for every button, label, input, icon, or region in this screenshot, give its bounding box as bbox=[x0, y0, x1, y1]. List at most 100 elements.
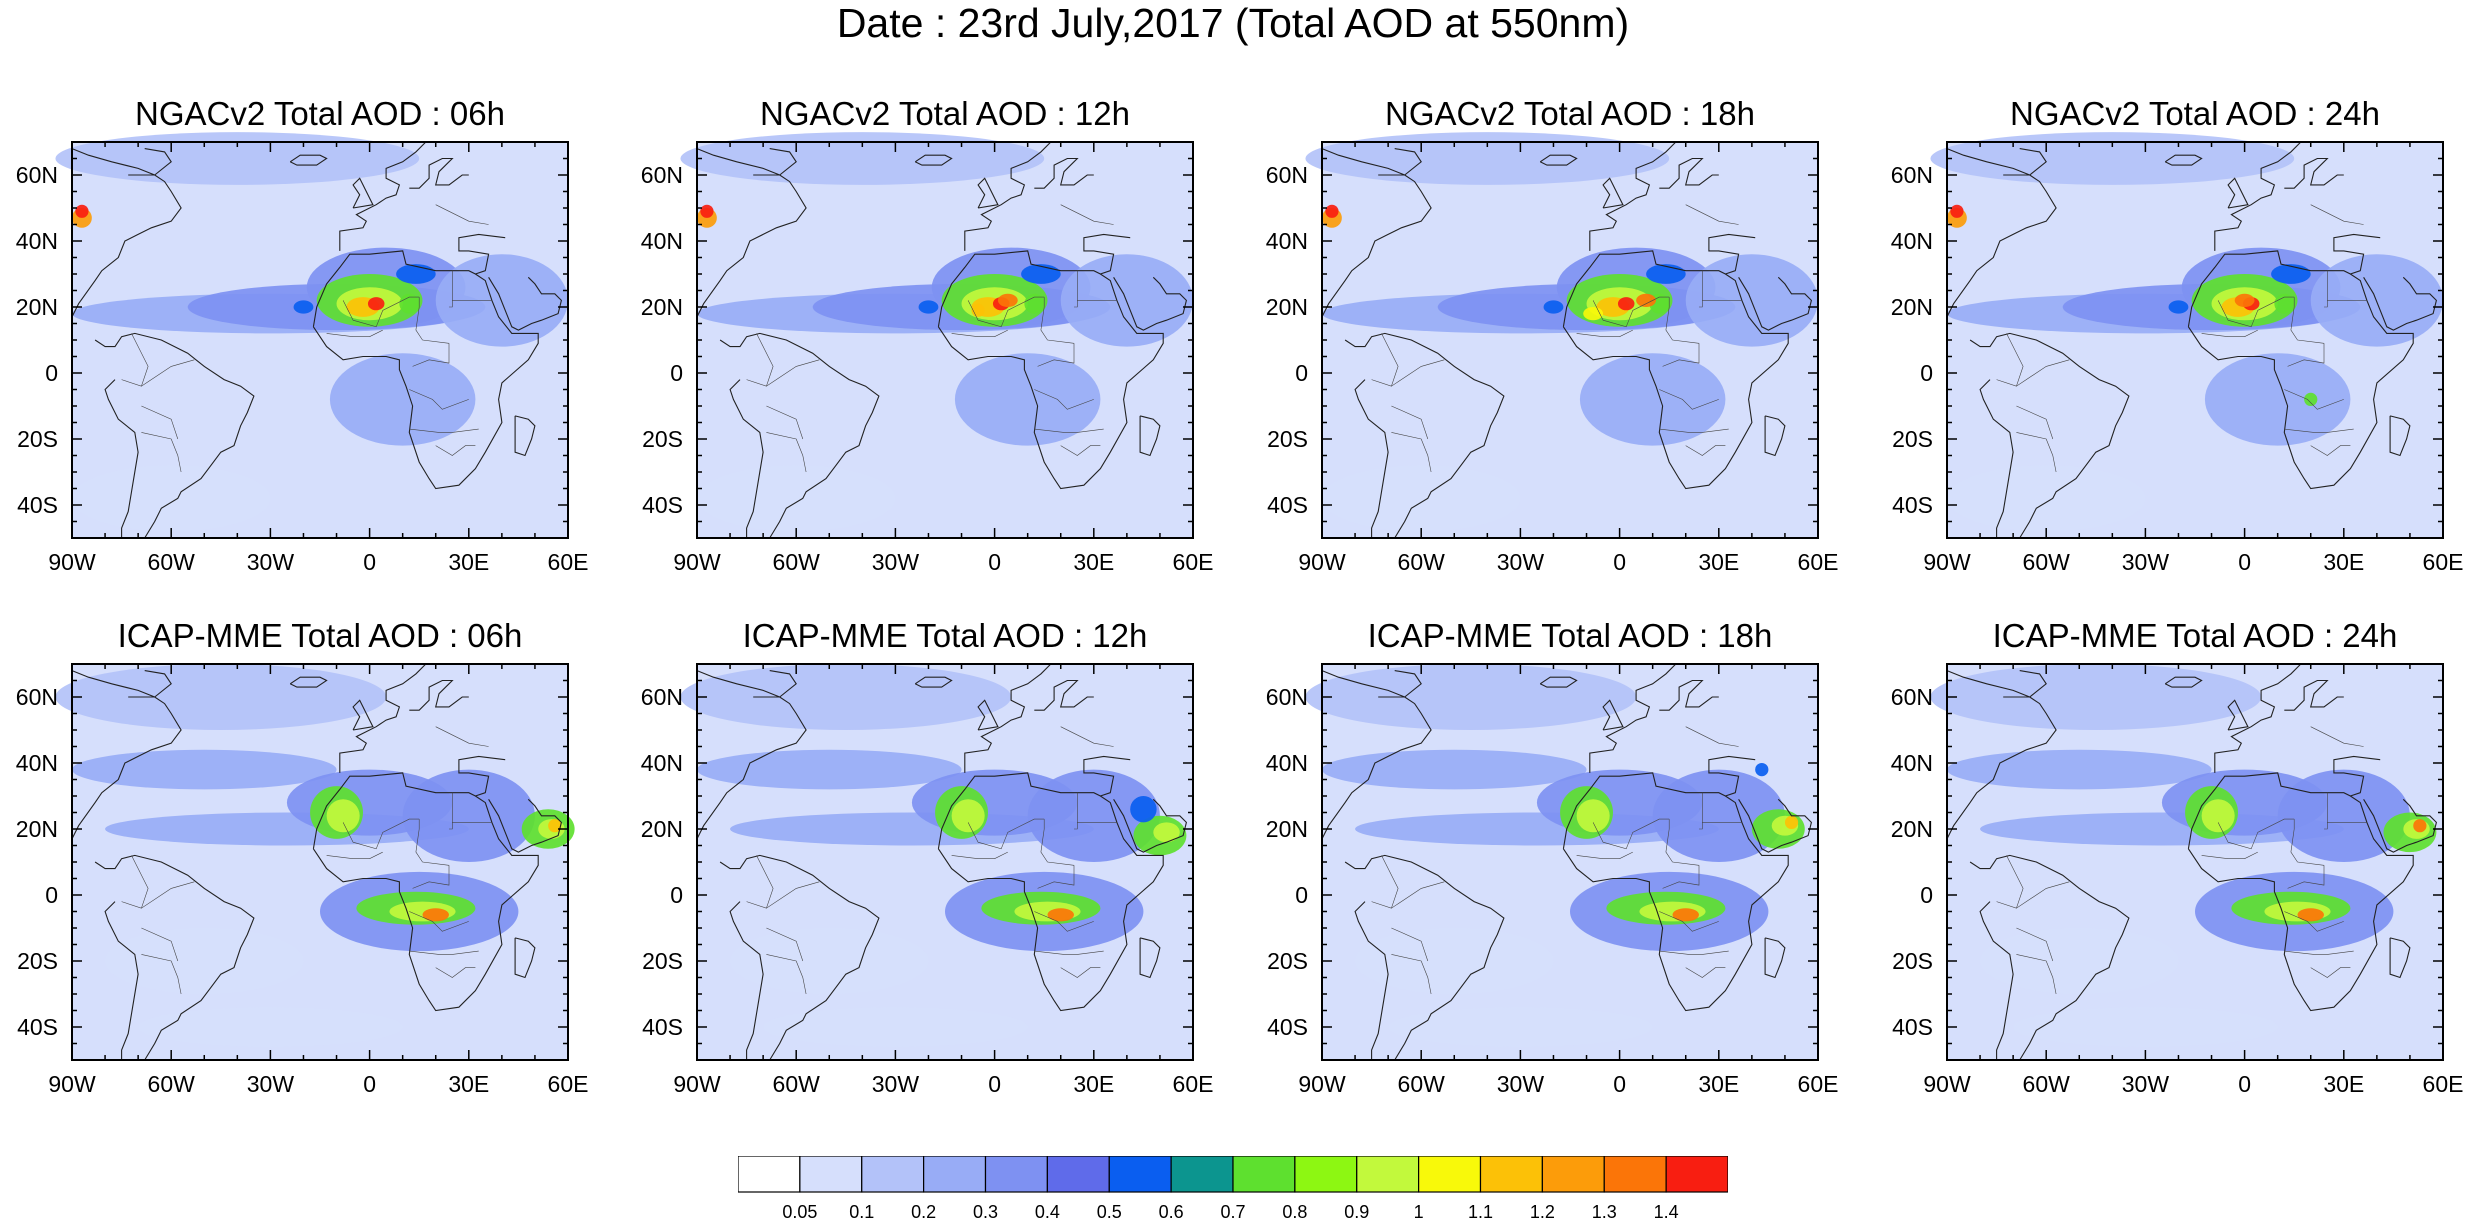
coastline bbox=[1979, 379, 2014, 538]
x-tick-label: 60W bbox=[2023, 1071, 2071, 1097]
country-border bbox=[1037, 865, 1075, 889]
country-border bbox=[141, 432, 182, 473]
coastline bbox=[914, 676, 953, 688]
colorbar-box bbox=[738, 1156, 801, 1193]
country-border bbox=[1996, 881, 2070, 909]
country-border bbox=[2310, 967, 2351, 978]
country-border bbox=[121, 359, 195, 387]
x-tick-label: 0 bbox=[2238, 549, 2251, 575]
colorbar-box bbox=[984, 1156, 1048, 1193]
coastline bbox=[71, 148, 182, 318]
coastline bbox=[409, 679, 469, 711]
y-tick-label: 20S bbox=[1892, 948, 1933, 974]
y-tick-label: 20S bbox=[1267, 426, 1308, 452]
aod-contour bbox=[1930, 664, 2262, 730]
aod-contour bbox=[2304, 392, 2318, 406]
country-border bbox=[1659, 428, 1729, 433]
panel-title: NGACv2 Total AOD : 24h bbox=[2010, 95, 2380, 132]
coastline bbox=[696, 670, 807, 840]
y-tick-label: 20N bbox=[641, 294, 683, 320]
country-border bbox=[1685, 967, 1726, 978]
aod-contour bbox=[72, 465, 271, 532]
country-border bbox=[2284, 950, 2354, 955]
map-panel-ngacv2-24h: NGACv2 Total AOD : 24h 90W 60W 30W 0 30E 60E 6… bbox=[1891, 95, 2464, 575]
coastline bbox=[2214, 141, 2302, 251]
aod-contour bbox=[55, 132, 420, 185]
x-tick-label: 60W bbox=[1398, 549, 1446, 575]
y-tick-label: 40S bbox=[1892, 492, 1933, 518]
aod-contour bbox=[2201, 799, 2235, 833]
aod-contour bbox=[1579, 353, 1726, 446]
country-border bbox=[1659, 389, 1719, 410]
axis-ticks bbox=[1321, 141, 1819, 539]
country-border bbox=[2217, 818, 2295, 850]
coastline bbox=[1589, 141, 1677, 251]
y-tick-label: 60N bbox=[1266, 684, 1308, 710]
coastline bbox=[2389, 415, 2411, 457]
map-panel-icap-24h: ICAP-MME Total AOD : 24h 90W 60W 30W 0 30E 60… bbox=[1891, 617, 2464, 1097]
country-border bbox=[342, 818, 420, 850]
country-border bbox=[1060, 445, 1101, 456]
x-tick-label: 60E bbox=[1173, 1071, 1214, 1097]
aod-contour bbox=[1153, 822, 1180, 843]
panel-title: NGACv2 Total AOD : 06h bbox=[135, 95, 505, 132]
y-tick-label: 0 bbox=[670, 360, 683, 386]
aod-field bbox=[1305, 664, 1818, 1060]
map-panel-ngacv2-12h: NGACv2 Total AOD : 12h 90W 60W 30W 0 30E 60E 6… bbox=[641, 95, 1214, 575]
aod-map: 90W 60W 30W 0 30E 60E 60N 40N 20N 0 20S 40S bbox=[641, 132, 1213, 575]
country-border bbox=[1391, 432, 1432, 473]
coastline bbox=[458, 233, 506, 275]
x-tick-label: 60W bbox=[1398, 1071, 1446, 1097]
y-tick-label: 60N bbox=[16, 162, 58, 188]
country-border bbox=[1592, 296, 1670, 328]
coastline bbox=[1969, 332, 2130, 539]
map-panel-ngacv2-18h: NGACv2 Total AOD : 18h 90W 60W 30W 0 30E 60E 6… bbox=[1266, 95, 1839, 575]
axis-ticks bbox=[1946, 663, 2444, 1061]
country-border bbox=[435, 204, 489, 225]
coastline bbox=[1113, 798, 1188, 853]
country-border bbox=[951, 329, 1008, 337]
y-tick-label: 40N bbox=[16, 228, 58, 254]
country-border bbox=[415, 297, 450, 344]
country-border bbox=[1665, 819, 1700, 866]
x-tick-label: 30W bbox=[247, 1071, 295, 1097]
y-tick-label: 40S bbox=[17, 1014, 58, 1040]
axis-ticks bbox=[71, 141, 569, 539]
country-border bbox=[766, 405, 804, 440]
coastline bbox=[128, 148, 172, 176]
aod-contour bbox=[2413, 819, 2427, 833]
aod-contour bbox=[402, 769, 535, 862]
country-border bbox=[2284, 911, 2344, 932]
y-tick-label: 60N bbox=[641, 684, 683, 710]
country-border bbox=[1040, 819, 1075, 866]
coastline bbox=[937, 250, 1164, 490]
y-tick-label: 20N bbox=[641, 816, 683, 842]
country-border bbox=[1662, 865, 1700, 889]
colorbar-box bbox=[1541, 1156, 1605, 1193]
coastline bbox=[977, 177, 999, 209]
borders bbox=[1996, 726, 2367, 995]
axis-ticks bbox=[696, 663, 1194, 1061]
colorbar-label: 1.2 bbox=[1530, 1202, 1555, 1222]
coastline bbox=[289, 154, 328, 166]
aod-contour bbox=[422, 908, 449, 922]
aod-contour bbox=[971, 303, 985, 317]
country-border bbox=[2016, 432, 2057, 473]
x-tick-label: 30W bbox=[1497, 549, 1545, 575]
country-border bbox=[2016, 954, 2057, 995]
coastline bbox=[1659, 679, 1719, 711]
panel-title: NGACv2 Total AOD : 18h bbox=[1385, 95, 1755, 132]
colorbar-box bbox=[1418, 1156, 1482, 1193]
aod-contour bbox=[105, 928, 304, 994]
coastline bbox=[2003, 148, 2047, 176]
aod-contour bbox=[1305, 664, 1637, 730]
country-border bbox=[766, 954, 807, 995]
aod-contour bbox=[1930, 132, 2295, 185]
x-tick-label: 0 bbox=[363, 549, 376, 575]
y-tick-label: 60N bbox=[16, 684, 58, 710]
country-border bbox=[1060, 726, 1114, 747]
country-border bbox=[1665, 297, 1700, 344]
coastline bbox=[1539, 154, 1578, 166]
y-tick-label: 20N bbox=[1266, 816, 1308, 842]
coastline bbox=[937, 772, 1164, 1012]
